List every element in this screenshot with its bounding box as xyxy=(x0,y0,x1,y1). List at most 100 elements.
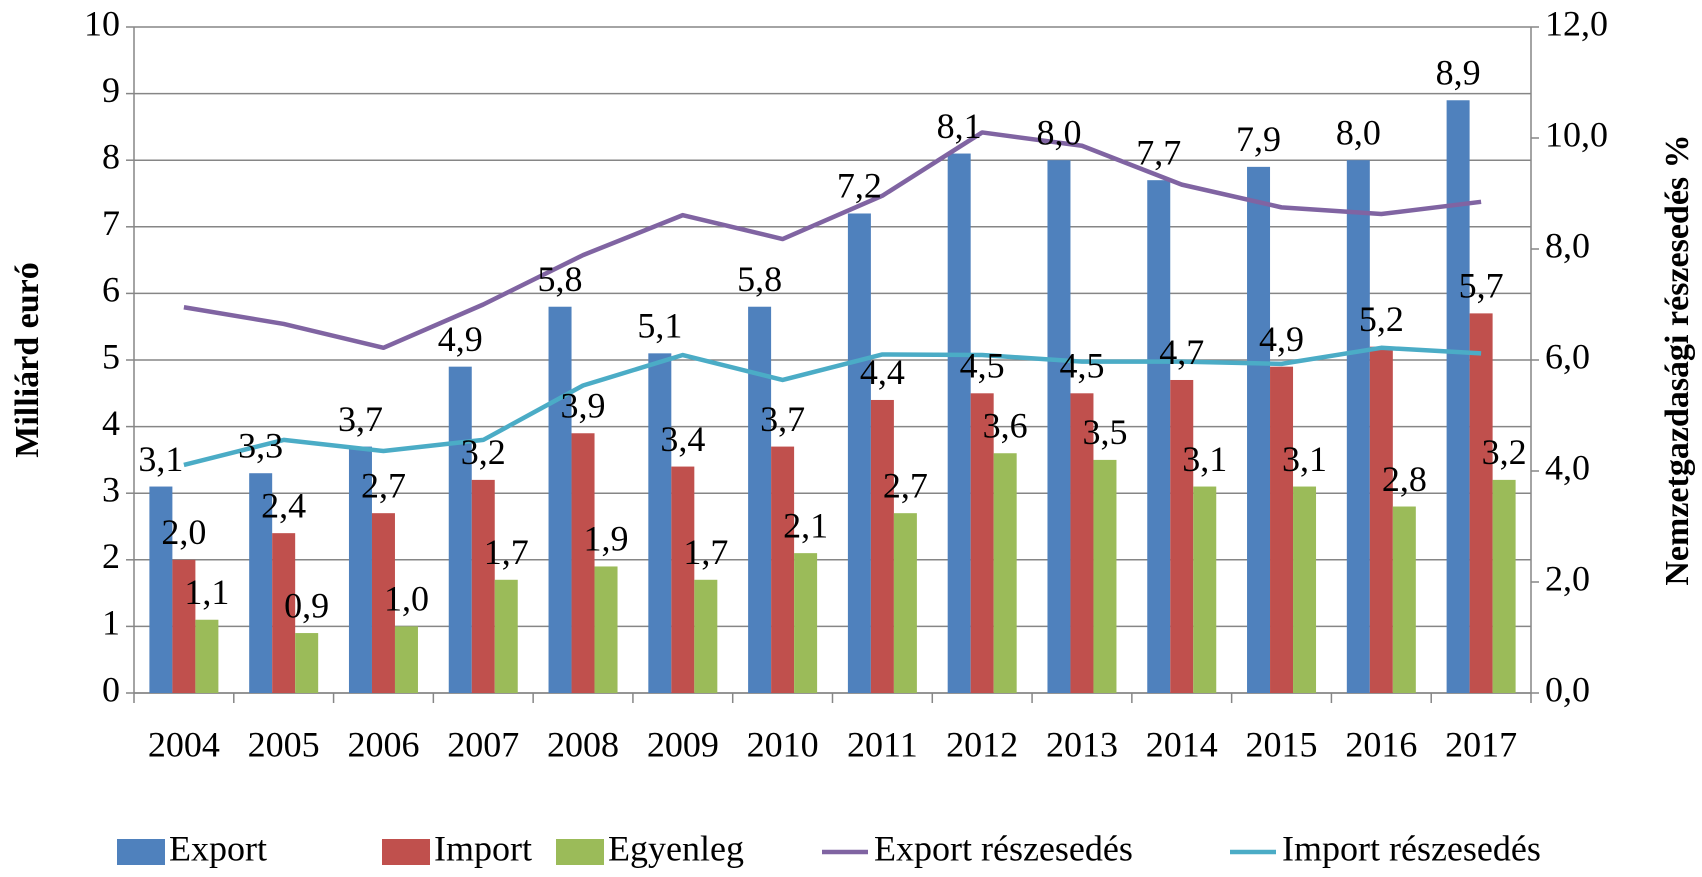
y2-tick-label: 10,0 xyxy=(1545,114,1608,154)
x-tick-label: 2010 xyxy=(747,724,819,764)
data-label: 4,4 xyxy=(860,352,905,392)
data-label: 0,9 xyxy=(284,585,329,625)
data-label: 5,8 xyxy=(538,259,583,299)
bar xyxy=(1469,313,1493,693)
data-label: 8,0 xyxy=(1336,112,1381,152)
data-label: 3,4 xyxy=(660,419,705,459)
y-tick-label: 7 xyxy=(102,203,120,243)
bar xyxy=(594,566,618,693)
bar xyxy=(870,399,894,693)
legend-label: Export xyxy=(169,828,267,868)
x-tick-label: 2015 xyxy=(1246,724,1318,764)
y2-tick-label: 8,0 xyxy=(1545,225,1590,265)
data-label: 2,8 xyxy=(1382,459,1427,499)
legend-label: Egyenleg xyxy=(608,828,744,868)
data-label: 2,7 xyxy=(883,465,928,505)
data-label: 1,0 xyxy=(384,579,429,619)
x-tick-label: 2013 xyxy=(1046,724,1118,764)
bar xyxy=(1293,486,1317,693)
data-label: 5,1 xyxy=(637,306,682,346)
y-tick-label: 4 xyxy=(102,403,120,443)
data-label: 1,7 xyxy=(683,532,728,572)
bar xyxy=(1193,486,1217,693)
data-label: 8,1 xyxy=(937,106,982,146)
x-tick-label: 2005 xyxy=(248,724,320,764)
data-label: 4,5 xyxy=(960,346,1005,386)
bar xyxy=(1070,393,1094,693)
legend-label: Import részesedés xyxy=(1282,828,1541,868)
data-label: 2,0 xyxy=(161,512,206,552)
bar xyxy=(1270,366,1294,693)
data-label: 4,7 xyxy=(1159,332,1204,372)
data-label: 3,3 xyxy=(238,425,283,465)
y-tick-label: 0 xyxy=(102,669,120,709)
data-label: 7,2 xyxy=(837,166,882,206)
y-tick-label: 1 xyxy=(102,603,120,643)
bar xyxy=(694,579,718,693)
x-tick-label: 2016 xyxy=(1345,724,1417,764)
x-tick-label: 2011 xyxy=(847,724,918,764)
bar xyxy=(970,393,994,693)
bar xyxy=(1446,100,1470,693)
bar xyxy=(1492,479,1516,693)
x-tick-label: 2012 xyxy=(946,724,1018,764)
data-label: 8,0 xyxy=(1036,112,1081,152)
data-label: 1,1 xyxy=(184,572,229,612)
y2-tick-label: 2,0 xyxy=(1545,558,1590,598)
legend-label: Export részesedés xyxy=(874,828,1133,868)
bar xyxy=(471,479,495,693)
bar xyxy=(794,553,818,693)
bar xyxy=(494,579,518,693)
bar xyxy=(947,153,971,694)
data-label: 3,5 xyxy=(1082,412,1127,452)
data-label: 4,5 xyxy=(1059,346,1104,386)
bar xyxy=(195,619,219,693)
bar xyxy=(348,446,372,693)
data-label: 3,7 xyxy=(760,399,805,439)
bar xyxy=(1170,379,1194,693)
bar xyxy=(272,533,296,693)
legend-swatch xyxy=(382,839,430,865)
bar xyxy=(847,213,871,694)
y2-tick-label: 12,0 xyxy=(1545,3,1608,43)
data-label: 3,2 xyxy=(1482,432,1527,472)
bar xyxy=(295,633,319,693)
bar xyxy=(748,306,772,693)
bar xyxy=(448,366,472,693)
bar xyxy=(1346,160,1370,693)
data-label: 3,6 xyxy=(983,406,1028,446)
bar xyxy=(1093,459,1117,693)
y-tick-label: 8 xyxy=(102,136,120,176)
bar xyxy=(249,473,273,693)
data-label: 2,4 xyxy=(261,485,306,525)
y-axis-title: Milliárd euró xyxy=(9,262,46,457)
data-label: 2,1 xyxy=(783,505,828,545)
data-label: 4,9 xyxy=(1259,319,1304,359)
data-label: 7,7 xyxy=(1136,132,1181,172)
bar xyxy=(172,559,196,693)
bar xyxy=(648,353,672,693)
data-label: 2,7 xyxy=(361,465,406,505)
data-label: 1,7 xyxy=(484,532,529,572)
data-label: 5,2 xyxy=(1359,299,1404,339)
y-tick-label: 6 xyxy=(102,270,120,310)
data-label: 1,9 xyxy=(584,519,629,559)
y2-tick-label: 4,0 xyxy=(1545,447,1590,487)
data-label: 3,1 xyxy=(138,439,183,479)
y-tick-label: 3 xyxy=(102,469,120,509)
line-series xyxy=(183,130,1482,351)
bar xyxy=(1247,166,1271,694)
bar xyxy=(548,306,572,693)
y-tick-label: 10 xyxy=(84,3,120,43)
bar xyxy=(1047,160,1071,693)
data-label: 3,1 xyxy=(1182,439,1227,479)
x-tick-label: 2014 xyxy=(1146,724,1218,764)
data-label: 3,2 xyxy=(461,432,506,472)
data-label: 3,9 xyxy=(561,386,606,426)
x-tick-label: 2009 xyxy=(647,724,719,764)
data-label: 5,8 xyxy=(737,259,782,299)
data-label: 7,9 xyxy=(1236,119,1281,159)
bar xyxy=(394,626,418,693)
data-label: 5,7 xyxy=(1459,266,1504,306)
